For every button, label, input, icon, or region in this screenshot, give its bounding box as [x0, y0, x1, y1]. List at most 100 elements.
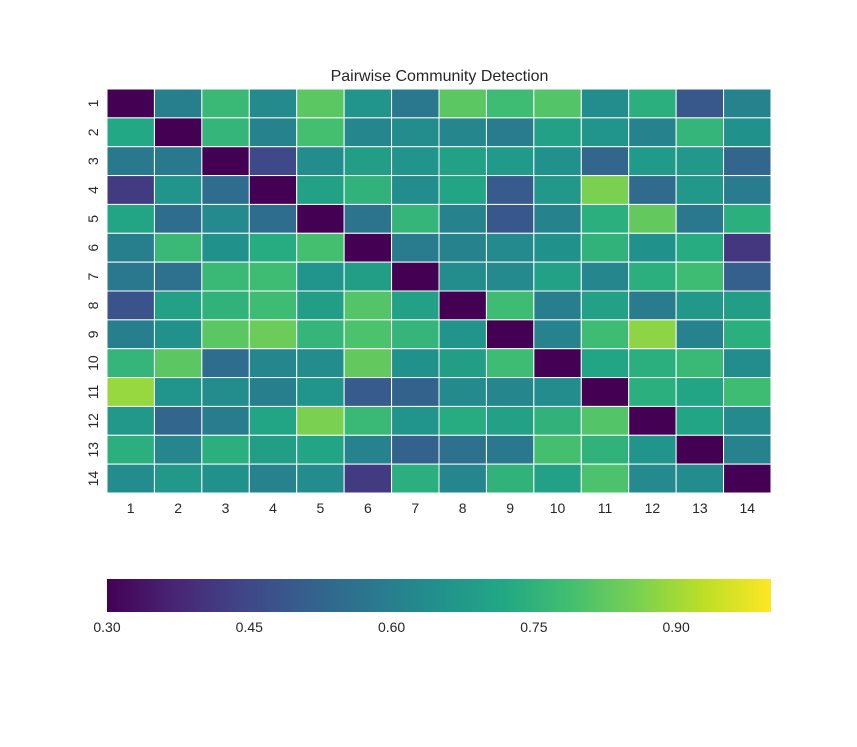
heatmap-cell-r8-c8: [438, 290, 487, 321]
colorbar-tick-label: 0.90: [663, 619, 690, 635]
heatmap-cell-r14-c9: [485, 463, 535, 494]
heatmap-cell-r6-c8: [438, 232, 487, 263]
x-tick-label: 12: [645, 500, 661, 516]
heatmap-cell-r3-c1: [106, 146, 155, 177]
heatmap-cell-r9-c1: [106, 319, 155, 350]
heatmap-cell-r5-c6: [343, 203, 393, 234]
heatmap-cell-r14-c1: [106, 463, 155, 494]
heatmap-cell-r1-c8: [438, 88, 487, 119]
heatmap-cell-r7-c13: [675, 261, 725, 292]
heatmap-cell-r1-c2: [153, 88, 203, 119]
y-tick-label: 5: [85, 215, 101, 223]
heatmap-cell-r9-c3: [201, 319, 250, 350]
heatmap-cell-r10-c3: [201, 348, 250, 379]
heatmap-cell-r14-c2: [153, 463, 203, 494]
heatmap-cell-r4-c13: [675, 175, 725, 205]
heatmap-cell-r2-c9: [485, 117, 535, 148]
heatmap-cell-r10-c14: [723, 348, 772, 379]
heatmap-cell-r11-c4: [248, 377, 298, 407]
colorbar-tick-label: 0.60: [378, 619, 405, 635]
heatmap-cell-r2-c13: [675, 117, 725, 148]
heatmap-cell-r11-c3: [201, 377, 250, 407]
heatmap-cell-r11-c5: [296, 377, 345, 407]
heatmap-cell-r11-c8: [438, 377, 487, 407]
heatmap-cell-r9-c2: [153, 319, 203, 350]
heatmap-cell-r2-c5: [296, 117, 345, 148]
heatmap-cell-r12-c13: [675, 405, 725, 436]
heatmap-cell-r5-c7: [391, 203, 440, 234]
heatmap-cell-r2-c2: [153, 117, 203, 148]
heatmap-cell-r13-c14: [723, 434, 772, 465]
heatmap-cell-r12-c6: [343, 405, 393, 436]
x-tick-label: 13: [692, 500, 708, 516]
heatmap-cell-r9-c7: [391, 319, 440, 350]
heatmap-cell-r1-c9: [485, 88, 535, 119]
heatmap-cell-r3-c9: [485, 146, 535, 177]
x-tick-label: 10: [550, 500, 566, 516]
heatmap-cell-r6-c9: [485, 232, 535, 263]
heatmap-cell-r1-c13: [675, 88, 725, 119]
heatmap-cell-r9-c11: [580, 319, 630, 350]
heatmap-cell-r8-c6: [343, 290, 393, 321]
y-tick-label: 6: [85, 244, 101, 252]
heatmap-cell-r14-c3: [201, 463, 250, 494]
heatmap-cell-r6-c3: [201, 232, 250, 263]
heatmap-cell-r4-c1: [106, 175, 155, 205]
heatmap-cell-r4-c5: [296, 175, 345, 205]
heatmap-cell-r3-c5: [296, 146, 345, 177]
heatmap-cell-r8-c9: [485, 290, 535, 321]
heatmap-cell-r1-c12: [628, 88, 677, 119]
heatmap-cell-r7-c12: [628, 261, 677, 292]
heatmap-cell-r12-c12: [628, 405, 677, 436]
heatmap-cell-r7-c2: [153, 261, 203, 292]
heatmap-cell-r2-c3: [201, 117, 250, 148]
colorbar-tick-label: 0.45: [236, 619, 263, 635]
heatmap-cell-r6-c13: [675, 232, 725, 263]
y-tick-label: 8: [85, 301, 101, 309]
heatmap-cell-r9-c8: [438, 319, 487, 350]
heatmap-cell-r14-c12: [628, 463, 677, 494]
heatmap-cell-r2-c10: [533, 117, 582, 148]
heatmap-cell-r12-c5: [296, 405, 345, 436]
heatmap-cell-r11-c10: [533, 377, 582, 407]
heatmap-cell-r11-c1: [106, 377, 155, 407]
colorbar-tick-label: 0.75: [520, 619, 547, 635]
heatmap-cell-r13-c12: [628, 434, 677, 465]
heatmap-cell-r5-c13: [675, 203, 725, 234]
heatmap-cell-r2-c8: [438, 117, 487, 148]
heatmap-cell-r10-c2: [153, 348, 203, 379]
heatmap-cell-r2-c14: [723, 117, 772, 148]
heatmap-cell-r12-c10: [533, 405, 582, 436]
heatmap-cell-r10-c11: [580, 348, 630, 379]
heatmap-cell-r13-c3: [201, 434, 250, 465]
colorbar-tick-label: 0.30: [93, 619, 120, 635]
x-tick-labels: 1 2 3 4 5 6 7 8 9 10 11 12 13 14: [127, 500, 755, 516]
heatmap-cell-r4-c9: [485, 175, 535, 205]
heatmap-cell-r9-c6: [343, 319, 393, 350]
heatmap-cell-r1-c1: [106, 88, 155, 119]
heatmap-cell-r5-c1: [106, 203, 155, 234]
heatmap-cell-r12-c1: [106, 405, 155, 436]
heatmap-cell-r5-c5: [296, 203, 345, 234]
heatmap-cell-r1-c5: [296, 88, 345, 119]
heatmap-cell-r10-c7: [391, 348, 440, 379]
heatmap-cell-r8-c1: [106, 290, 155, 321]
colorbar: 0.30 0.45 0.60 0.75 0.90: [93, 579, 771, 635]
heatmap-cell-r10-c1: [106, 348, 155, 379]
heatmap-cell-r14-c13: [675, 463, 725, 494]
heatmap-cell-r4-c2: [153, 175, 203, 205]
y-tick-label: 10: [85, 355, 101, 371]
heatmap-cell-r9-c13: [675, 319, 725, 350]
y-tick-label: 14: [85, 471, 101, 487]
heatmap-cell-r8-c11: [580, 290, 630, 321]
heatmap-cell-r6-c7: [391, 232, 440, 263]
heatmap-cell-r5-c4: [248, 203, 298, 234]
heatmap-cell-r2-c7: [391, 117, 440, 148]
heatmap-cell-r5-c12: [628, 203, 677, 234]
heatmap-cell-r6-c14: [723, 232, 772, 263]
heatmap-cell-r4-c8: [438, 175, 487, 205]
heatmap-cell-r10-c9: [485, 348, 535, 379]
heatmap-cell-r8-c10: [533, 290, 582, 321]
